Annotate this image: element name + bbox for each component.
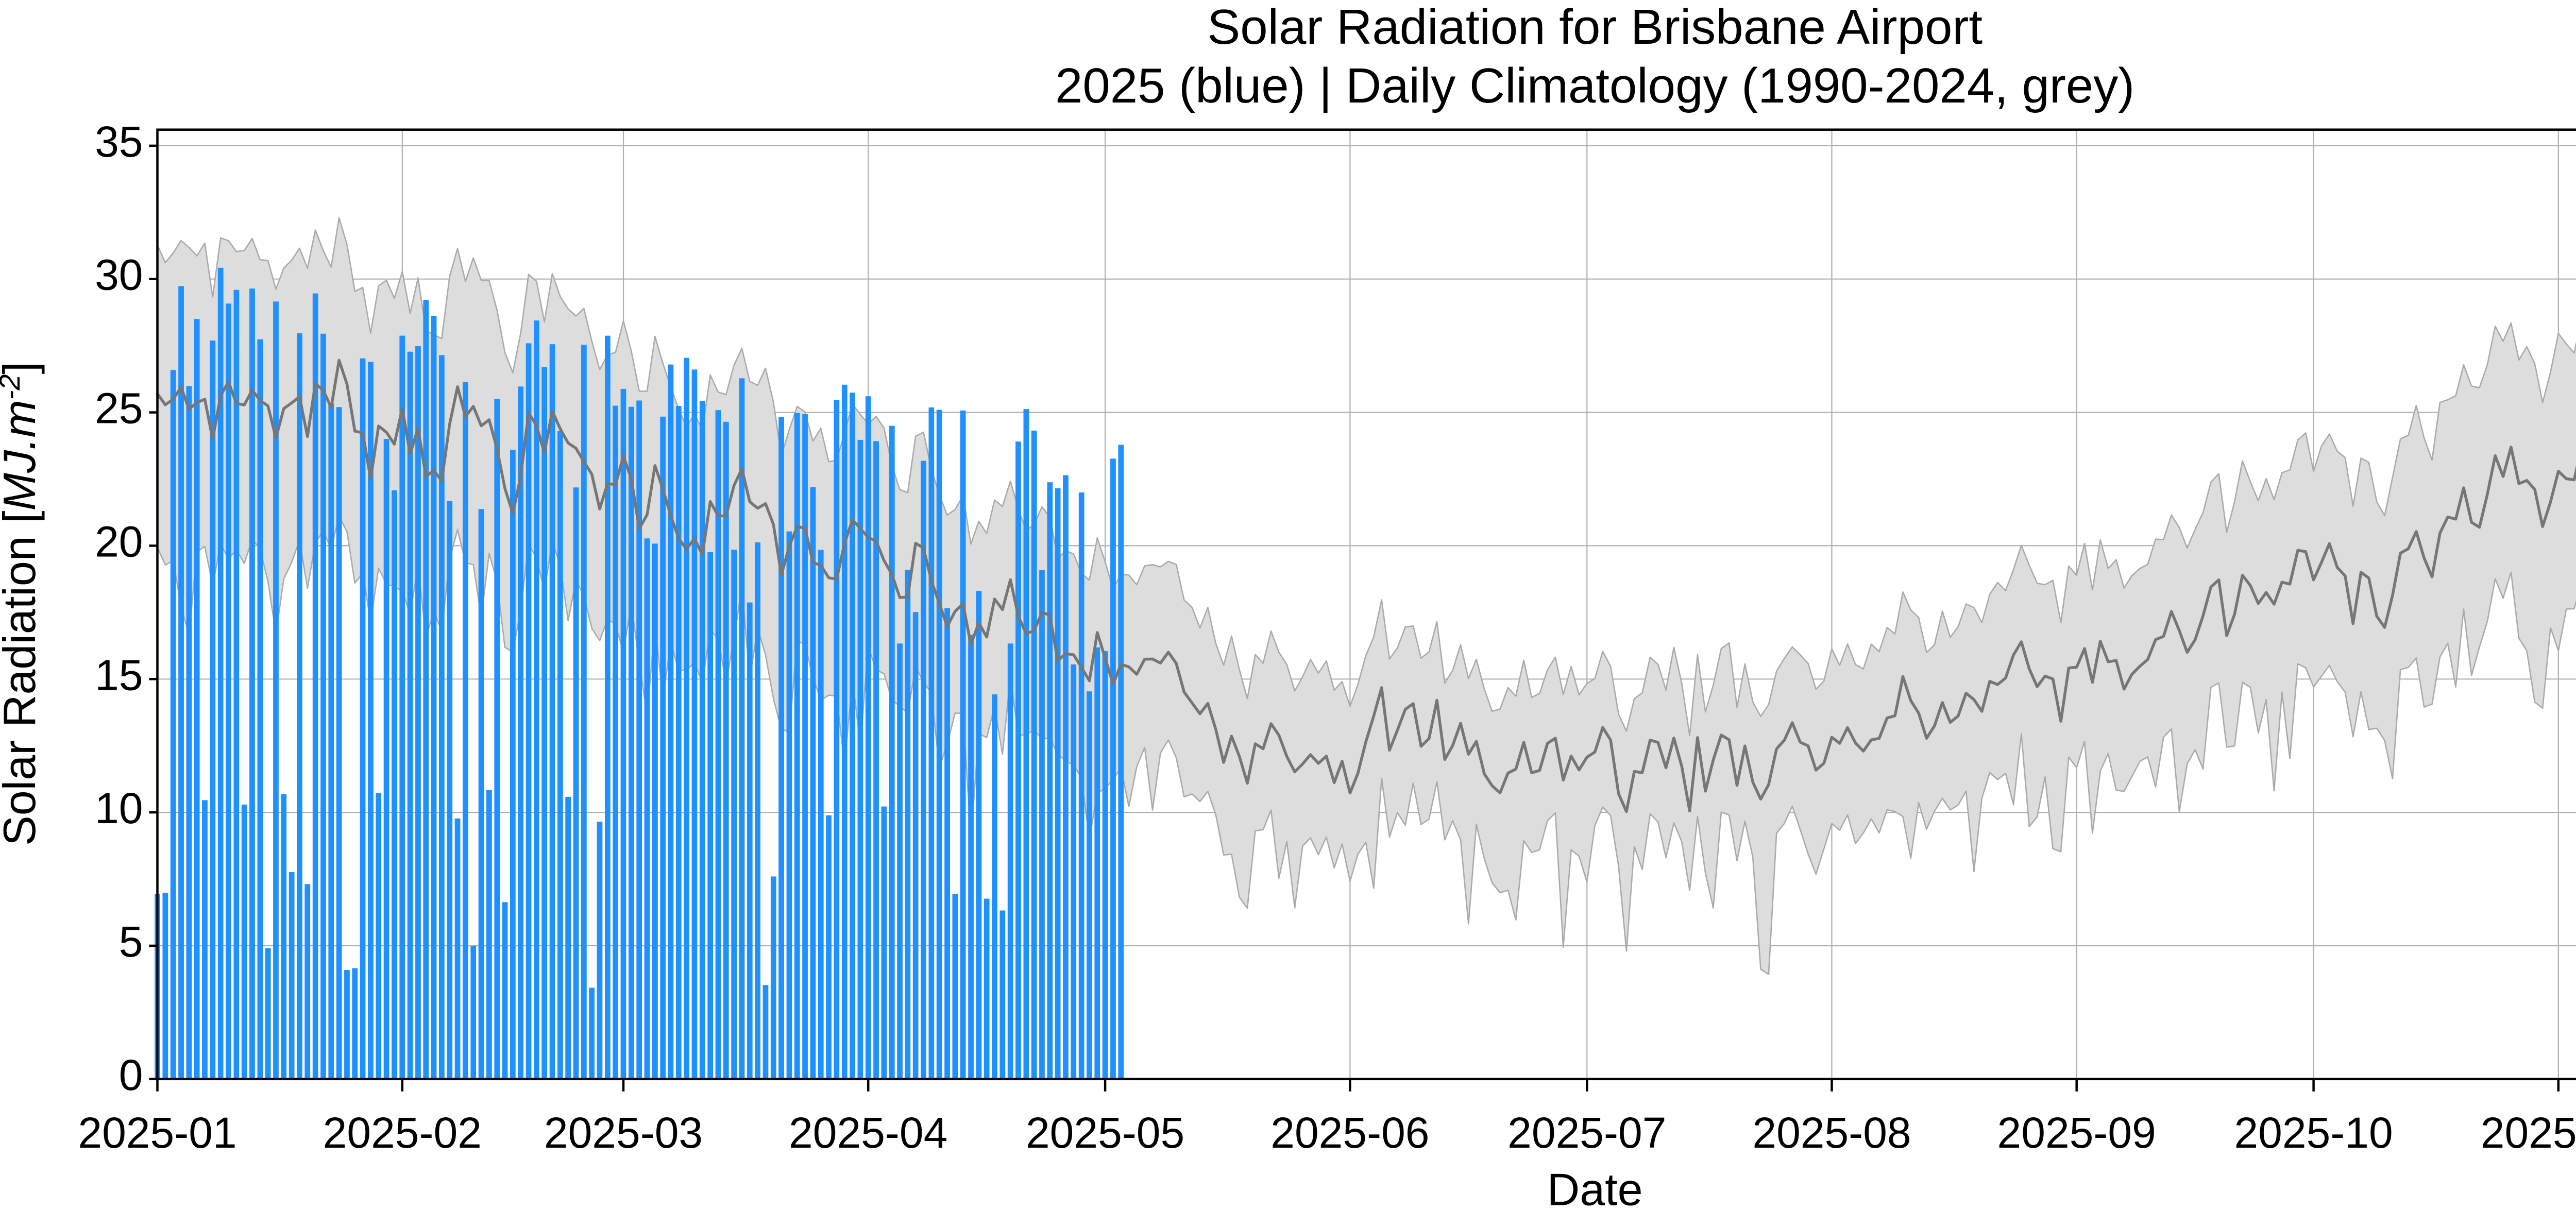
svg-text:2025-08: 2025-08 xyxy=(1752,1109,1911,1157)
svg-text:15: 15 xyxy=(95,651,143,699)
svg-text:2025-05: 2025-05 xyxy=(1026,1109,1184,1157)
svg-text:Solar Radiation for Brisbane A: Solar Radiation for Brisbane Airport xyxy=(1207,0,1982,55)
svg-text:2025 (blue) | Daily Climatolog: 2025 (blue) | Daily Climatology (1990-20… xyxy=(1055,58,2134,113)
svg-text:2025-09: 2025-09 xyxy=(1997,1109,2156,1157)
svg-text:20: 20 xyxy=(95,517,143,566)
svg-text:2025-01: 2025-01 xyxy=(78,1109,236,1157)
svg-text:10: 10 xyxy=(95,784,143,832)
svg-text:2025-02: 2025-02 xyxy=(323,1109,482,1157)
svg-text:25: 25 xyxy=(95,384,143,433)
svg-text:Date: Date xyxy=(1547,1164,1643,1208)
svg-text:5: 5 xyxy=(119,917,143,966)
svg-text:2025-11: 2025-11 xyxy=(2481,1109,2576,1157)
svg-text:0: 0 xyxy=(119,1051,143,1099)
svg-text:2025-10: 2025-10 xyxy=(2234,1109,2393,1157)
svg-text:2025-03: 2025-03 xyxy=(544,1109,703,1157)
svg-text:2025-06: 2025-06 xyxy=(1270,1109,1429,1157)
svg-text:2025-07: 2025-07 xyxy=(1507,1109,1666,1157)
svg-text:2025-04: 2025-04 xyxy=(789,1109,947,1157)
svg-text:35: 35 xyxy=(95,117,143,166)
svg-text:30: 30 xyxy=(95,251,143,299)
svg-text:Solar Radiation [MJ.m-2]: Solar Radiation [MJ.m-2] xyxy=(0,362,45,846)
